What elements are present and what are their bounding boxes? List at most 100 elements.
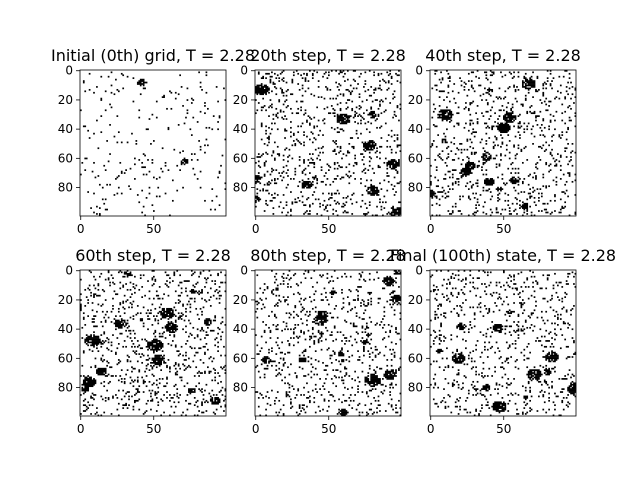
heatmap-cell <box>368 272 371 275</box>
heatmap-cell <box>527 83 536 85</box>
heatmap-cell <box>448 188 451 190</box>
heatmap-cell <box>84 90 87 93</box>
heatmap-cell <box>201 402 203 405</box>
heatmap-cell <box>186 340 189 342</box>
heatmap-cell <box>517 328 520 331</box>
heatmap-cell <box>298 300 301 303</box>
heatmap-cell <box>117 307 120 310</box>
heatmap-cell <box>309 70 311 72</box>
heatmap-cell <box>398 369 400 371</box>
heatmap-cell <box>545 97 548 100</box>
heatmap-cell <box>355 201 358 204</box>
heatmap-cell <box>338 398 340 401</box>
heatmap-cell <box>294 372 297 374</box>
heatmap-cell <box>281 275 283 278</box>
heatmap-cell <box>532 125 534 128</box>
heatmap-cell <box>504 192 507 195</box>
heatmap-cell <box>374 99 378 101</box>
heatmap-cell <box>527 343 530 345</box>
heatmap-cell <box>561 191 565 193</box>
heatmap-cell <box>260 154 263 157</box>
heatmap-cell <box>342 302 345 304</box>
heatmap-cell <box>352 322 355 325</box>
heatmap-cell <box>185 414 187 417</box>
heatmap-cell <box>505 110 508 113</box>
heatmap-cell <box>304 270 307 272</box>
heatmap-cell <box>116 363 119 366</box>
heatmap-cell <box>365 128 368 131</box>
heatmap-cell <box>309 172 311 174</box>
heatmap-cell <box>151 357 165 360</box>
heatmap-cell <box>529 316 531 319</box>
heatmap-cell <box>386 88 389 91</box>
heatmap-cell <box>390 341 393 344</box>
heatmap-cell <box>177 93 180 96</box>
heatmap-cell <box>290 210 292 212</box>
heatmap-cell <box>97 283 100 285</box>
heatmap-cell <box>346 296 349 298</box>
heatmap-cell <box>101 303 104 306</box>
heatmap-cell <box>524 94 527 97</box>
heatmap-cell <box>466 397 469 399</box>
heatmap-cell <box>524 404 527 407</box>
heatmap-cell <box>491 405 504 408</box>
heatmap-cell <box>565 404 568 407</box>
heatmap-cell <box>211 280 214 282</box>
heatmap-cell <box>507 361 510 364</box>
heatmap-cell <box>467 354 470 357</box>
heatmap-cell <box>476 121 479 123</box>
heatmap-cell <box>185 290 187 293</box>
heatmap-cell <box>166 376 168 379</box>
heatmap-cell <box>516 86 518 88</box>
heatmap-cell <box>446 106 448 109</box>
heatmap-cell <box>517 176 520 179</box>
heatmap-cell <box>266 402 269 405</box>
heatmap-cell <box>151 367 154 370</box>
heatmap-cell <box>532 176 534 179</box>
heatmap-cell <box>393 140 396 142</box>
heatmap-cell <box>310 157 313 160</box>
heatmap-cell <box>482 154 488 157</box>
heatmap-cell <box>166 307 173 310</box>
heatmap-cell <box>117 186 120 189</box>
heatmap-cell <box>273 281 276 284</box>
heatmap-cell <box>536 370 542 373</box>
heatmap-cell <box>297 284 300 287</box>
heatmap-cell <box>294 305 297 307</box>
heatmap-cell <box>115 353 117 355</box>
heatmap-cell <box>346 151 351 154</box>
heatmap-cell <box>456 122 460 125</box>
heatmap-cell <box>361 299 364 301</box>
heatmap-cell <box>390 359 393 361</box>
heatmap-cell <box>287 303 289 306</box>
heatmap-cell <box>484 375 486 377</box>
heatmap-cell <box>255 366 257 369</box>
heatmap-cell <box>330 192 333 195</box>
heatmap-cell <box>475 348 477 351</box>
heatmap-cell <box>355 315 358 317</box>
heatmap-cell <box>486 375 489 377</box>
heatmap-cell <box>177 318 180 320</box>
heatmap-cell <box>217 341 219 344</box>
heatmap-cell <box>224 354 227 357</box>
heatmap-cell <box>268 115 270 117</box>
heatmap-cell <box>284 115 286 117</box>
heatmap-cell <box>457 291 460 294</box>
heatmap-cell <box>431 87 434 90</box>
heatmap-cell <box>465 340 467 342</box>
heatmap-cell <box>322 134 324 136</box>
heatmap-cell <box>161 309 165 312</box>
heatmap-cell <box>370 385 375 388</box>
heatmap-cell <box>519 121 521 123</box>
heatmap-cell <box>549 119 552 122</box>
heatmap-cell <box>174 373 179 376</box>
heatmap-cell <box>345 119 351 122</box>
heatmap-cell <box>533 290 536 293</box>
heatmap-cell <box>285 90 288 93</box>
heatmap-cell <box>352 324 355 326</box>
heatmap-cell <box>392 386 394 389</box>
heatmap-cell <box>81 386 84 389</box>
heatmap-cell <box>463 172 473 174</box>
heatmap-cell <box>354 110 356 113</box>
heatmap-cell <box>451 366 454 369</box>
